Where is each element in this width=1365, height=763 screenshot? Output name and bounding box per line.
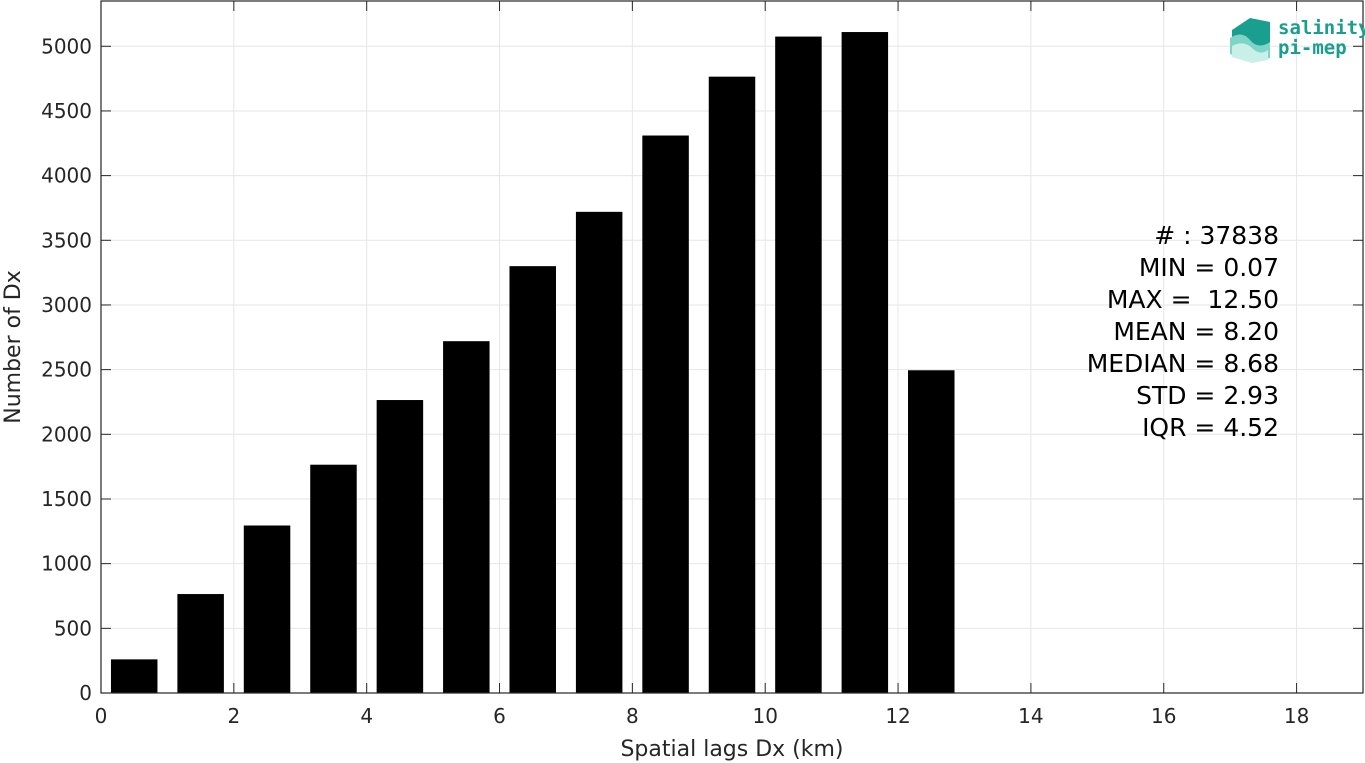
x-tick-label: 2 xyxy=(227,704,240,728)
bar xyxy=(642,135,689,693)
stat-line: STD = 2.93 xyxy=(1136,381,1279,410)
y-tick-label: 2000 xyxy=(41,422,92,446)
y-tick-label: 3500 xyxy=(41,228,92,252)
stat-line: MEDIAN = 8.68 xyxy=(1087,349,1279,378)
y-tick-label: 0 xyxy=(79,681,92,705)
bar xyxy=(908,370,955,693)
bars xyxy=(110,32,955,694)
y-tick-label: 500 xyxy=(54,616,92,640)
y-tick-label: 3000 xyxy=(41,293,92,317)
statistics-box: # : 37838 MIN = 0.07 MAX = 12.50 MEAN = 8.2… xyxy=(1087,221,1279,442)
bar xyxy=(775,36,822,694)
y-tick-label: 4500 xyxy=(41,99,92,123)
bar xyxy=(376,400,424,693)
stat-line: MAX = 12.50 xyxy=(1107,285,1279,314)
wave-logo-icon xyxy=(1230,18,1270,63)
stat-line: IQR = 4.52 xyxy=(1142,413,1279,442)
bar xyxy=(841,32,889,694)
x-tick-label: 4 xyxy=(360,704,373,728)
bar xyxy=(110,659,158,693)
x-tick-label: 12 xyxy=(885,704,910,728)
x-tick-label: 14 xyxy=(1018,704,1043,728)
y-tick-labels: 0 500 1000 1500 2000 2500 3000 3500 4000 4500 5000 xyxy=(41,34,92,705)
stat-line: # : 37838 xyxy=(1154,221,1279,250)
stat-line: MIN = 0.07 xyxy=(1139,253,1279,282)
y-tick-label: 5000 xyxy=(41,34,92,58)
x-tick-label: 18 xyxy=(1284,704,1309,728)
salinity-pi-mep-logo: salinity pi-mep xyxy=(1230,17,1365,63)
x-tick-labels: 0 2 4 6 8 10 12 14 16 18 xyxy=(95,704,1310,728)
bar xyxy=(443,341,490,693)
bar xyxy=(708,76,756,693)
bar xyxy=(310,464,357,693)
logo-line-2: pi-mep xyxy=(1278,37,1347,59)
x-tick-label: 0 xyxy=(95,704,108,728)
y-tick-label: 4000 xyxy=(41,164,92,188)
logo-line-1: salinity xyxy=(1278,17,1365,39)
axes-box xyxy=(100,0,1364,694)
y-tick-label: 2500 xyxy=(41,358,92,382)
y-tick-label: 1000 xyxy=(41,552,92,576)
x-tick-label: 6 xyxy=(493,704,506,728)
y-axis-label: Number of Dx xyxy=(1,270,26,424)
bar xyxy=(509,266,556,693)
bar xyxy=(243,525,291,693)
y-tick-label: 1500 xyxy=(41,487,92,511)
x-axis-label: Spatial lags Dx (km) xyxy=(620,737,843,762)
x-tick-label: 8 xyxy=(626,704,639,728)
bar xyxy=(575,211,623,693)
bar xyxy=(177,594,224,693)
stat-line: MEAN = 8.20 xyxy=(1113,317,1279,346)
x-tick-label: 16 xyxy=(1151,704,1176,728)
axes xyxy=(100,0,1364,694)
x-tick-label: 10 xyxy=(752,704,777,728)
